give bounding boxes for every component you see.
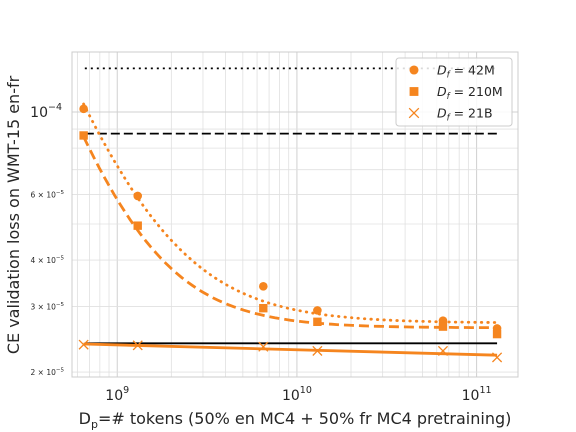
data-point-series-3-stroke — [437, 345, 449, 356]
fit-curve-series-1 — [82, 102, 499, 324]
plot-frame — [71, 51, 519, 378]
legend-marker-series-1 — [409, 65, 419, 75]
data-point-series-3 — [132, 340, 143, 351]
data-point-series-2 — [438, 322, 448, 331]
legend-box — [395, 57, 513, 127]
data-point-series-1 — [79, 104, 88, 114]
data-point-series-3 — [258, 341, 269, 352]
data-point-series-3 — [492, 352, 503, 363]
data-point-series-2 — [79, 131, 88, 140]
legend-label-series-2: Df = 210M — [437, 84, 503, 102]
fit-curves — [82, 102, 499, 357]
data-point-series-3-stroke — [78, 339, 89, 350]
data-point-series-3 — [78, 339, 89, 350]
legend-marker-series-3 — [408, 107, 420, 119]
data-point-series-2 — [133, 221, 142, 230]
data-point-series-1 — [133, 191, 143, 201]
y-tick-label: 6 × 10−5 — [31, 190, 65, 200]
data-point-series-1 — [259, 282, 268, 291]
data-point-series-2 — [492, 329, 502, 339]
data-point-series-2 — [313, 317, 322, 327]
data-point-series-2 — [259, 303, 268, 313]
legend-label-series-1: Df = 42M — [437, 63, 495, 81]
y-tick-label: 10−4 — [30, 102, 62, 121]
x-tick-label: 1010 — [282, 385, 312, 404]
x-tick-label: 1011 — [462, 385, 492, 404]
data-markers — [78, 104, 503, 363]
legend-marker-series-2 — [409, 87, 419, 96]
data-point-series-3 — [437, 345, 449, 356]
legend: Df = 42M Df = 210M Df = 21B — [395, 57, 513, 127]
data-point-series-3-stroke — [492, 352, 503, 363]
fit-curve-series-3 — [83, 342, 498, 357]
data-point-series-1 — [313, 306, 322, 315]
y-tick-label: 4 × 10−5 — [31, 256, 65, 266]
y-axis-label: CE validation loss on WMT-15 en-fr — [4, 75, 23, 354]
data-point-series-3-stroke — [312, 345, 323, 356]
y-tick-label: 2 × 10−5 — [31, 368, 65, 378]
y-tick-label: 3 × 10−5 — [31, 302, 65, 312]
data-point-series-3-stroke — [258, 341, 269, 352]
fit-curve-series-2 — [82, 136, 498, 330]
data-point-series-3-stroke — [132, 340, 143, 351]
x-axis-label: Dp=# tokens (50% en MC4 + 50% fr MC4 pre… — [79, 409, 512, 431]
legend-label-series-3: Df = 21B — [437, 106, 493, 124]
y-tick-labels: 10−4 6 × 10−5 4 × 10−5 3 × 10−5 2 × 10−5 — [30, 102, 64, 377]
data-point-series-3 — [312, 345, 323, 356]
legend-marker-series-3-stroke — [408, 107, 420, 119]
x-tick-labels: 109 1010 1011 — [105, 385, 491, 404]
x-tick-label: 109 — [105, 385, 129, 404]
